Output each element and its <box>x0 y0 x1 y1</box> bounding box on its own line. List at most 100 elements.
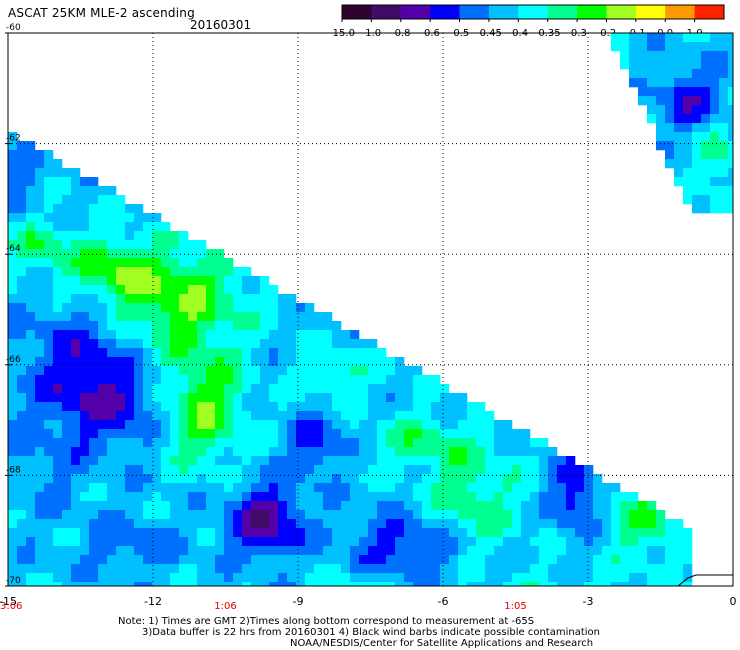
swath-cell <box>134 465 144 475</box>
swath-cell <box>98 312 108 322</box>
swath-cell <box>224 582 234 587</box>
swath-cell <box>242 330 252 340</box>
swath-cell <box>17 339 27 349</box>
swath-cell <box>341 357 351 367</box>
swath-cell <box>656 114 666 124</box>
swath-cell <box>134 204 144 214</box>
swath-cell <box>161 519 171 529</box>
swath-cell <box>386 528 396 538</box>
swath-cell <box>719 51 729 61</box>
swath-cell <box>701 132 711 142</box>
swath-cell <box>332 330 342 340</box>
swath-cell <box>197 429 207 439</box>
colorbar-cell <box>665 5 696 19</box>
swath-cell <box>197 267 207 277</box>
swath-cell <box>683 537 693 547</box>
swath-cell <box>143 222 153 232</box>
swath-cell <box>89 465 99 475</box>
swath-cell <box>17 501 27 511</box>
swath-cell <box>548 483 558 493</box>
swath-cell <box>647 510 657 520</box>
swath-cell <box>665 546 675 556</box>
swath-cell <box>179 357 189 367</box>
swath-cell <box>125 438 135 448</box>
swath-cell <box>539 573 549 583</box>
swath-cell <box>170 510 180 520</box>
swath-cell <box>53 456 63 466</box>
swath-cell <box>224 573 234 583</box>
swath-cell <box>71 492 81 502</box>
swath-cell <box>251 492 261 502</box>
swath-cell <box>152 546 162 556</box>
swath-cell <box>674 168 684 178</box>
swath-cell <box>251 438 261 448</box>
swath-cell <box>260 555 270 565</box>
swath-cell <box>719 33 729 43</box>
swath-cell <box>44 429 54 439</box>
swath-cell <box>530 546 540 556</box>
swath-cell <box>233 420 243 430</box>
swath-cell <box>26 330 36 340</box>
swath-cell <box>332 348 342 358</box>
swath-cell <box>170 438 180 448</box>
swath-cell <box>98 231 108 241</box>
swath-cell <box>656 132 666 142</box>
swath-cell <box>107 285 117 295</box>
swath-cell <box>521 483 531 493</box>
swath-cell <box>161 573 171 583</box>
swath-cell <box>422 438 432 448</box>
colorbar-cell <box>547 5 578 19</box>
swath-cell <box>8 546 18 556</box>
swath-cell <box>224 402 234 412</box>
swath-cell <box>44 204 54 214</box>
swath-cell <box>233 429 243 439</box>
swath-cell <box>179 510 189 520</box>
swath-cell <box>314 402 324 412</box>
swath-cell <box>224 411 234 421</box>
swath-cell <box>314 564 324 574</box>
swath-cell <box>206 465 216 475</box>
swath-cell <box>674 546 684 556</box>
swath-cell <box>233 267 243 277</box>
swath-cell <box>359 519 369 529</box>
swath-cell <box>404 492 414 502</box>
swath-cell <box>188 402 198 412</box>
swath-cell <box>80 519 90 529</box>
swath-cell <box>125 285 135 295</box>
swath-cell <box>476 537 486 547</box>
swath-cell <box>611 573 621 583</box>
swath-cell <box>395 456 405 466</box>
swath-cell <box>143 312 153 322</box>
swath-cell <box>323 465 333 475</box>
swath-cell <box>296 555 306 565</box>
swath-cell <box>458 492 468 502</box>
swath-cell <box>269 519 279 529</box>
swath-cell <box>377 429 387 439</box>
swath-cell <box>701 141 711 151</box>
swath-cell <box>17 429 27 439</box>
swath-cell <box>449 474 459 484</box>
swath-cell <box>17 546 27 556</box>
swath-cell <box>314 411 324 421</box>
swath-cell <box>152 375 162 385</box>
swath-cell <box>143 429 153 439</box>
swath-cell <box>35 564 45 574</box>
swath-cell <box>89 393 99 403</box>
swath-cell <box>611 582 621 587</box>
swath-cell <box>620 33 630 43</box>
swath-cell <box>656 51 666 61</box>
swath-cell <box>44 438 54 448</box>
swath-cell <box>404 573 414 583</box>
swath-cell <box>26 303 36 313</box>
swath-cell <box>17 555 27 565</box>
swath-cell <box>521 546 531 556</box>
swath-cell <box>107 303 117 313</box>
swath-cell <box>8 375 18 385</box>
swath-cell <box>161 465 171 475</box>
swath-cell <box>350 402 360 412</box>
swath-cell <box>206 555 216 565</box>
swath-cell <box>71 447 81 457</box>
swath-cell <box>557 555 567 565</box>
swath-cell <box>710 141 720 151</box>
swath-cell <box>305 519 315 529</box>
